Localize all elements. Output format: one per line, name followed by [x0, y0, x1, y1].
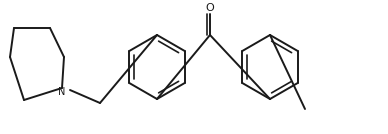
Text: N: N: [58, 87, 66, 97]
Text: O: O: [206, 3, 215, 13]
